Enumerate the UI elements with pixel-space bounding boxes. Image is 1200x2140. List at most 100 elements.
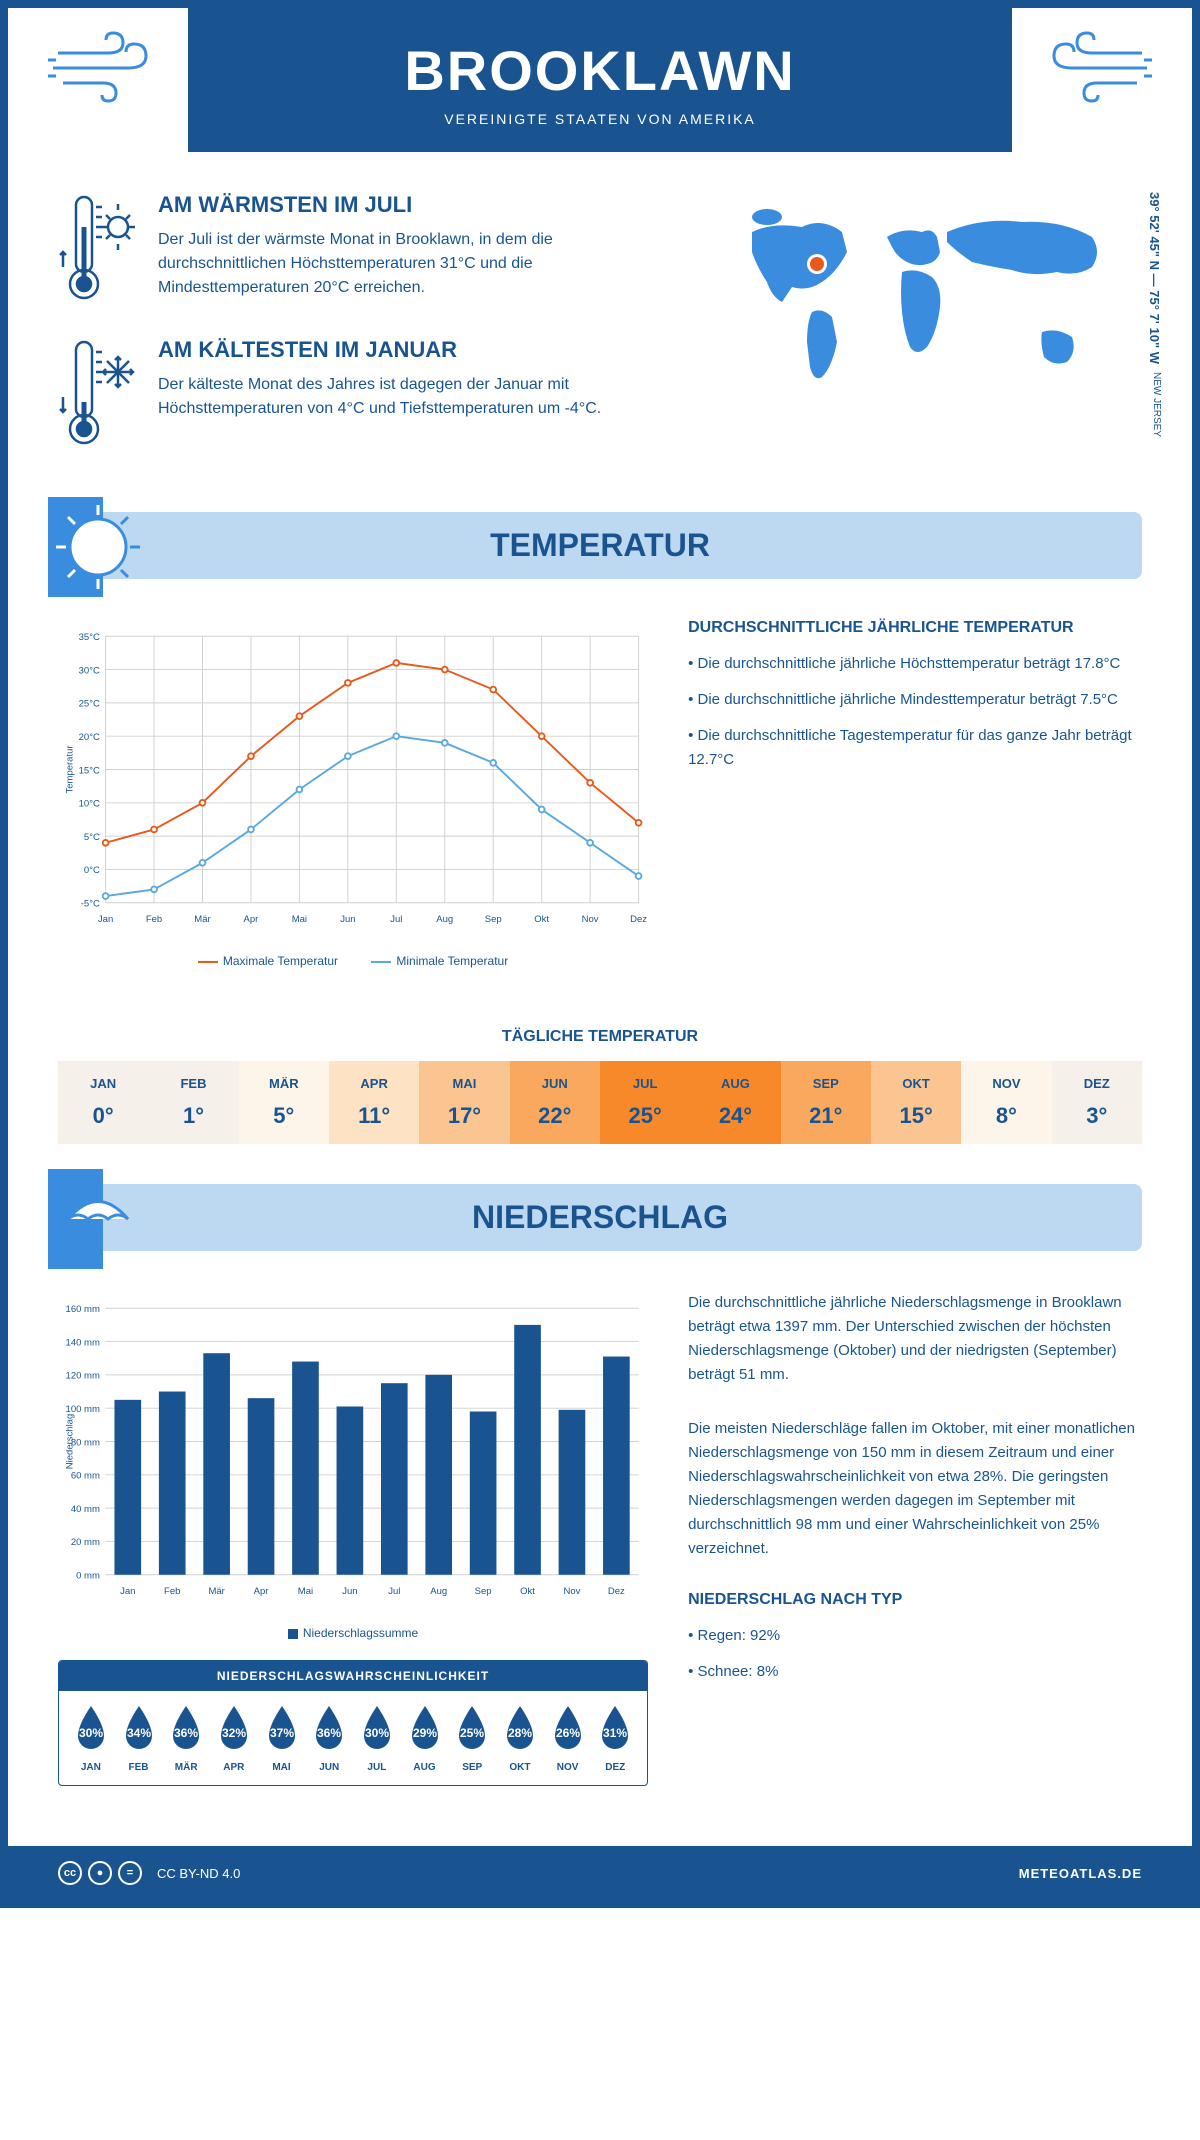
svg-text:5°C: 5°C [84, 832, 100, 843]
svg-text:30°C: 30°C [79, 665, 100, 676]
svg-text:25°C: 25°C [79, 699, 100, 710]
svg-text:Aug: Aug [436, 914, 453, 925]
svg-text:30%: 30% [79, 1726, 103, 1740]
svg-text:Aug: Aug [430, 1586, 447, 1597]
warmest-title: AM WÄRMSTEN IM JULI [158, 192, 682, 218]
country-subtitle: VEREINIGTE STAATEN VON AMERIKA [28, 111, 1172, 127]
precip-prob-cell: 30%JUL [353, 1703, 401, 1773]
daily-temp-cell: MAI17° [419, 1061, 509, 1144]
daily-temp-cell: JUN22° [510, 1061, 600, 1144]
daily-temp-cell: SEP21° [781, 1061, 871, 1144]
svg-text:0 mm: 0 mm [76, 1571, 100, 1582]
precipitation-bar-chart: 0 mm20 mm40 mm60 mm80 mm100 mm120 mm140 … [58, 1291, 648, 1611]
thermometer-hot-icon [58, 192, 138, 302]
svg-text:Mär: Mär [194, 914, 210, 925]
svg-text:Okt: Okt [534, 914, 549, 925]
svg-text:Jan: Jan [98, 914, 113, 925]
svg-text:15°C: 15°C [79, 765, 100, 776]
coldest-text: Der kälteste Monat des Jahres ist dagege… [158, 373, 682, 421]
warmest-text: Der Juli ist der wärmste Monat in Brookl… [158, 228, 682, 300]
state-label: NEW JERSEY [1151, 372, 1162, 437]
precip-type-bullet: • Schnee: 8% [688, 1660, 1142, 1684]
precip-section-title: NIEDERSCHLAG [78, 1199, 1122, 1236]
svg-text:28%: 28% [508, 1726, 532, 1740]
precip-prob-cell: 28%OKT [496, 1703, 544, 1773]
world-map: 39° 52' 45" N — 75° 7' 10" W NEW JERSEY [722, 192, 1142, 482]
temperature-section-header: TEMPERATUR [58, 512, 1142, 579]
svg-text:Niederschlag: Niederschlag [64, 1414, 75, 1469]
svg-text:40 mm: 40 mm [71, 1504, 100, 1515]
precip-prob-cell: 37%MAI [258, 1703, 306, 1773]
avg-temp-title: DURCHSCHNITTLICHE JÄHRLICHE TEMPERATUR [688, 619, 1142, 637]
svg-text:35°C: 35°C [79, 632, 100, 643]
temperature-line-chart: -5°C0°C5°C10°C15°C20°C25°C30°C35°CJanFeb… [58, 619, 648, 939]
svg-text:10°C: 10°C [79, 799, 100, 810]
svg-text:34%: 34% [126, 1726, 150, 1740]
svg-text:Temperatur: Temperatur [64, 745, 75, 793]
coldest-title: AM KÄLTESTEN IM JANUAR [158, 337, 682, 363]
precip-text-1: Die durchschnittliche jährliche Niedersc… [688, 1291, 1142, 1387]
infographic-container: BROOKLAWN VEREINIGTE STAATEN VON AMERIKA [0, 0, 1200, 1908]
svg-text:Jun: Jun [342, 1586, 357, 1597]
svg-text:160 mm: 160 mm [66, 1304, 100, 1315]
footer: cc ● = CC BY-ND 4.0 METEOATLAS.DE [8, 1846, 1192, 1900]
precip-prob-cell: 32%APR [210, 1703, 258, 1773]
temp-section-title: TEMPERATUR [78, 527, 1122, 564]
svg-text:Sep: Sep [485, 914, 502, 925]
cc-icons: cc ● = [58, 1861, 142, 1885]
precip-prob-cell: 25%SEP [448, 1703, 496, 1773]
precip-prob-cell: 36%JUN [305, 1703, 353, 1773]
precip-prob-cell: 29%AUG [401, 1703, 449, 1773]
sun-icon [48, 497, 148, 597]
daily-temp-cell: NOV8° [961, 1061, 1051, 1144]
svg-text:25%: 25% [460, 1726, 484, 1740]
svg-text:Apr: Apr [254, 1586, 269, 1597]
thermometer-cold-icon [58, 337, 138, 447]
city-title: BROOKLAWN [28, 38, 1172, 103]
svg-text:Apr: Apr [244, 914, 259, 925]
daily-temp-cell: DEZ3° [1052, 1061, 1142, 1144]
temp-chart-legend: Maximale Temperatur Minimale Temperatur [58, 954, 648, 968]
svg-text:Mai: Mai [292, 914, 307, 925]
precip-prob-cell: 26%NOV [544, 1703, 592, 1773]
svg-text:37%: 37% [270, 1726, 294, 1740]
svg-text:Feb: Feb [146, 914, 162, 925]
svg-text:Mär: Mär [208, 1586, 224, 1597]
svg-text:Jul: Jul [390, 914, 402, 925]
svg-text:Jul: Jul [388, 1586, 400, 1597]
svg-text:-5°C: -5°C [81, 899, 100, 910]
svg-text:Dez: Dez [630, 914, 647, 925]
precip-chart-legend: Niederschlagssumme [58, 1626, 648, 1640]
svg-text:26%: 26% [556, 1726, 580, 1740]
precip-prob-cell: 30%JAN [67, 1703, 115, 1773]
svg-text:36%: 36% [174, 1726, 198, 1740]
cc-by-icon: ● [88, 1861, 112, 1885]
svg-text:Dez: Dez [608, 1586, 625, 1597]
daily-temp-cell: JAN0° [58, 1061, 148, 1144]
license-text: CC BY-ND 4.0 [157, 1866, 240, 1881]
daily-temp-cell: OKT15° [871, 1061, 961, 1144]
daily-temp-table: JAN0°FEB1°MÄR5°APR11°MAI17°JUN22°JUL25°A… [58, 1061, 1142, 1144]
svg-text:Nov: Nov [563, 1586, 580, 1597]
precip-prob-cell: 34%FEB [115, 1703, 163, 1773]
temp-bullet: • Die durchschnittliche Tagestemperatur … [688, 724, 1142, 772]
svg-text:Sep: Sep [475, 1586, 492, 1597]
precip-prob-cell: 31%DEZ [591, 1703, 639, 1773]
temp-bullet: • Die durchschnittliche jährliche Mindes… [688, 688, 1142, 712]
warmest-block: AM WÄRMSTEN IM JULI Der Juli ist der wär… [58, 192, 682, 307]
precip-section-header: NIEDERSCHLAG [58, 1184, 1142, 1251]
daily-temp-cell: JUL25° [600, 1061, 690, 1144]
svg-text:60 mm: 60 mm [71, 1471, 100, 1482]
precip-prob-title: NIEDERSCHLAGSWAHRSCHEINLICHKEIT [59, 1661, 647, 1691]
daily-temp-cell: MÄR5° [239, 1061, 329, 1144]
svg-text:32%: 32% [222, 1726, 246, 1740]
svg-text:100 mm: 100 mm [66, 1404, 100, 1415]
svg-text:31%: 31% [603, 1726, 627, 1740]
umbrella-icon [48, 1169, 148, 1269]
svg-text:Nov: Nov [582, 914, 599, 925]
svg-text:140 mm: 140 mm [66, 1337, 100, 1348]
temp-bullet: • Die durchschnittliche jährliche Höchst… [688, 652, 1142, 676]
daily-temp-title: TÄGLICHE TEMPERATUR [8, 1028, 1192, 1046]
header: BROOKLAWN VEREINIGTE STAATEN VON AMERIKA [8, 8, 1192, 152]
svg-text:36%: 36% [317, 1726, 341, 1740]
